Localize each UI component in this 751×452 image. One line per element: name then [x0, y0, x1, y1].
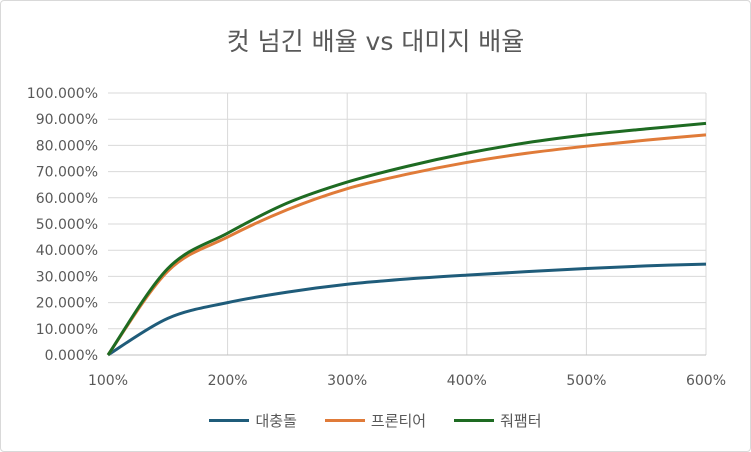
- y-tick-label: 50.000%: [36, 217, 98, 233]
- legend-item-3: 줘팸터: [454, 410, 542, 431]
- y-tick-label: 70.000%: [36, 165, 98, 181]
- legend-swatch-3: [454, 419, 495, 422]
- y-tick-label: 30.000%: [36, 269, 98, 285]
- y-tick-label: 20.000%: [36, 296, 98, 312]
- series-line-1: [107, 262, 707, 357]
- x-tick-label: 100%: [88, 373, 128, 389]
- y-tick-label: 10.000%: [36, 322, 98, 338]
- y-tick-label: 90.000%: [36, 112, 98, 128]
- x-tick-label: 300%: [327, 373, 367, 389]
- y-tick-label: 80.000%: [36, 138, 98, 154]
- y-tick-label: 60.000%: [36, 191, 98, 207]
- legend-label-2: 프론티어: [370, 412, 427, 430]
- series-line-2: [106, 133, 707, 356]
- legend-label-1: 대충돌: [255, 412, 297, 430]
- legend: 대충돌 프론티어 줘팸터: [0, 410, 751, 431]
- x-tick-label: 500%: [566, 373, 606, 389]
- y-tick-label: 40.000%: [36, 243, 98, 259]
- legend-item-2: 프론티어: [324, 410, 427, 431]
- chart-title: 컷 넘긴 배율 vs 대미지 배율: [226, 27, 525, 56]
- legend-swatch-1: [209, 419, 250, 422]
- y-tick-label: 0.000%: [45, 348, 98, 364]
- y-tick-label: 100.000%: [27, 86, 98, 102]
- x-tick-label: 200%: [208, 373, 248, 389]
- legend-label-3: 줘팸터: [500, 412, 542, 430]
- legend-item-1: 대충돌: [209, 410, 297, 431]
- x-tick-label: 400%: [447, 373, 487, 389]
- x-tick-label: 600%: [686, 373, 726, 389]
- series-line-3: [106, 121, 707, 356]
- legend-swatch-2: [324, 419, 365, 422]
